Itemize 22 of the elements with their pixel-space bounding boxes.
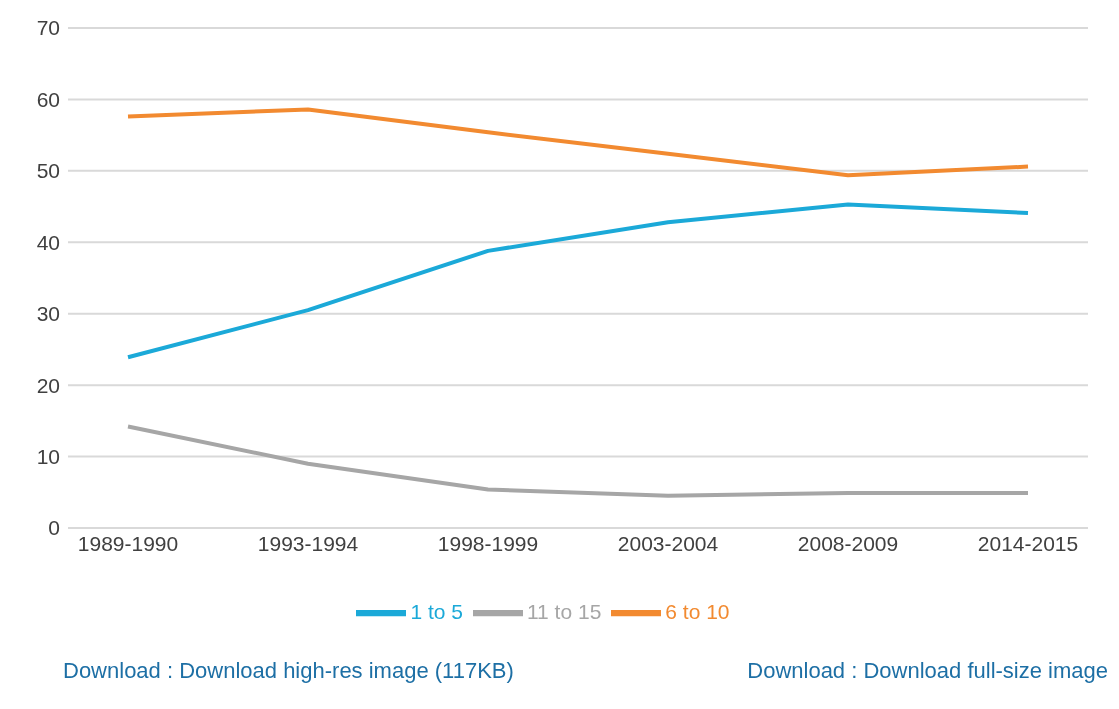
line-series [126, 107, 1030, 178]
line-series [126, 202, 1030, 360]
x-tick-label: 1989-1990 [77, 531, 179, 555]
y-tick-label: 10 [36, 445, 60, 469]
line-series [126, 424, 1030, 498]
y-tick-label: 60 [36, 87, 60, 111]
x-tick-label: 1998-1999 [437, 531, 539, 555]
legend-label: 6 to 10 [665, 599, 730, 623]
y-tick-label: 0 [48, 516, 60, 540]
legend-label: 1 to 5 [410, 599, 463, 623]
legend-label: 11 to 15 [526, 599, 602, 623]
x-tick-label: 1993-1994 [257, 531, 359, 555]
y-tick-label: 50 [36, 159, 60, 183]
x-tick-label: 2008-2009 [797, 531, 899, 555]
x-tick-label: 2003-2004 [617, 531, 719, 555]
text: Download : Download full-size image [747, 658, 1108, 684]
text: Download : Download high-res image (117KB) [63, 658, 514, 684]
y-tick-label: 30 [36, 302, 60, 326]
x-tick-label: 2014-2015 [977, 531, 1079, 555]
y-tick-label: 40 [36, 230, 60, 254]
y-tick-label: 20 [36, 373, 60, 397]
y-tick-label: 70 [36, 16, 60, 40]
